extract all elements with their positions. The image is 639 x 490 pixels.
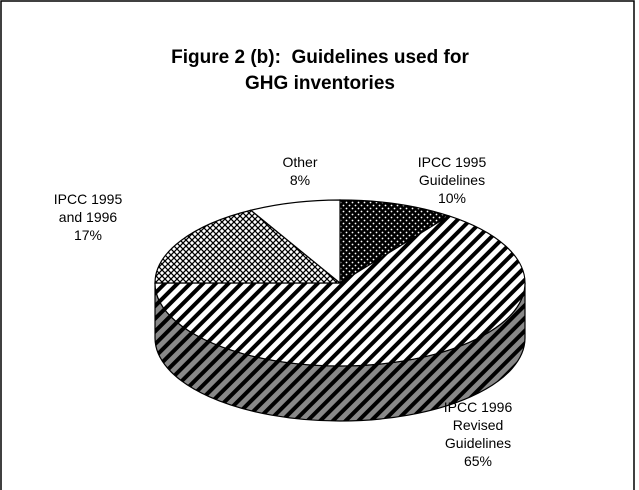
slice-label: Other 8% — [258, 153, 342, 189]
slice-name: IPCC 1995 and 1996 — [53, 191, 123, 225]
slice-label: IPCC 1996 Revised Guidelines 65% — [436, 398, 520, 470]
slice-value: 17% — [73, 227, 103, 243]
slice-value: 65% — [463, 453, 493, 469]
pie-slice — [154, 215, 526, 367]
pie-slice — [154, 209, 342, 284]
slice-value: 10% — [437, 190, 467, 206]
slice-label: IPCC 1995 and 1996 17% — [46, 190, 130, 244]
slice-label: IPCC 1995 Guidelines 10% — [410, 153, 494, 207]
slice-name: IPCC 1996 Revised Guidelines — [443, 399, 513, 451]
pie-slice — [339, 199, 451, 285]
slice-name: IPCC 1995 Guidelines — [417, 154, 487, 188]
chart-title: Figure 2 (b): Guidelines used for GHG in… — [171, 47, 475, 94]
pie-slice — [249, 199, 341, 285]
slice-name: Other — [282, 154, 318, 170]
slice-value: 8% — [289, 172, 311, 188]
